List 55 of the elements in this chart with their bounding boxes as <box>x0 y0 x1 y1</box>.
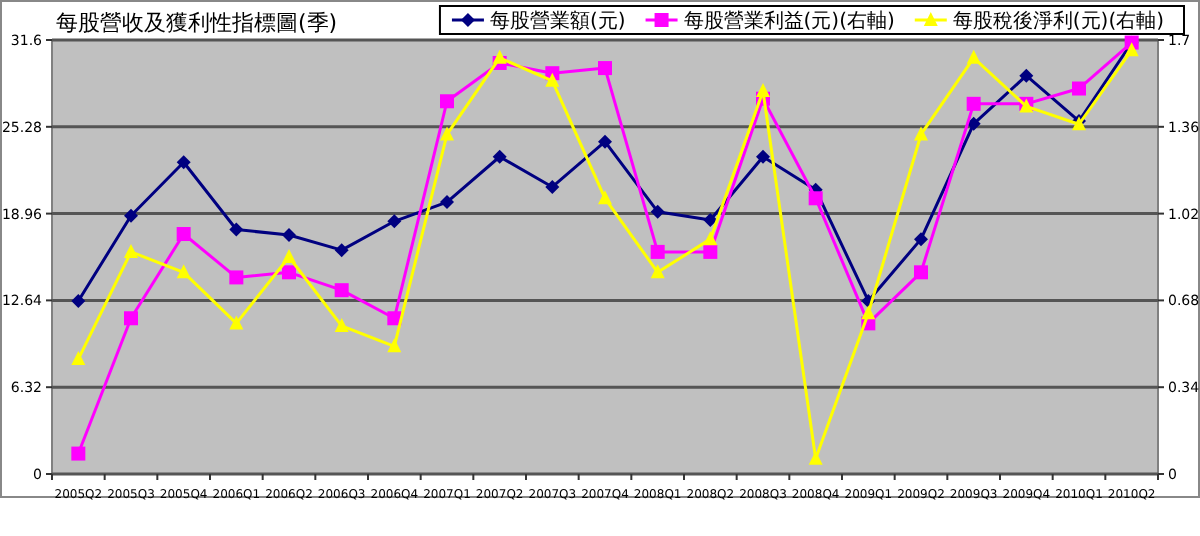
point <box>545 72 560 87</box>
point <box>966 116 981 131</box>
point <box>1124 42 1139 57</box>
point <box>650 204 665 219</box>
point <box>71 351 86 366</box>
point <box>440 94 454 109</box>
point <box>282 265 296 280</box>
point <box>703 212 718 227</box>
point <box>598 190 612 205</box>
point <box>914 232 928 247</box>
point <box>387 338 402 353</box>
point <box>703 231 718 246</box>
point <box>334 317 349 332</box>
point <box>229 315 244 330</box>
point <box>282 249 296 263</box>
legend-label: 每股營業額(元) <box>489 9 626 33</box>
point <box>440 195 454 210</box>
point <box>966 96 981 111</box>
point <box>176 264 191 279</box>
point <box>1019 68 1034 83</box>
point <box>229 222 244 237</box>
point <box>808 450 823 465</box>
point <box>124 243 138 258</box>
point <box>914 126 928 141</box>
point <box>966 49 981 64</box>
point <box>440 126 454 141</box>
point <box>650 244 665 259</box>
point <box>545 179 560 194</box>
point <box>756 149 770 164</box>
point <box>334 283 349 298</box>
point <box>176 227 191 242</box>
point <box>598 61 612 76</box>
point <box>282 228 296 243</box>
point <box>492 49 507 64</box>
point <box>71 293 86 308</box>
point <box>808 191 823 206</box>
point <box>176 155 191 170</box>
point <box>124 311 138 326</box>
point <box>756 83 770 98</box>
point <box>334 243 349 258</box>
point <box>650 264 665 279</box>
point <box>124 208 138 223</box>
legend-label: 每股營業利益(元)(右軸) <box>683 9 895 33</box>
legend-label: 每股稅後淨利(元)(右軸) <box>952 9 1165 33</box>
point <box>71 446 86 461</box>
point <box>914 265 928 280</box>
point <box>229 270 244 285</box>
chart-title: 每股營收及獲利性指標圖(季) <box>56 10 338 36</box>
point <box>703 244 718 259</box>
point <box>1072 81 1086 96</box>
point <box>492 149 507 164</box>
point <box>387 214 402 229</box>
point <box>387 311 402 326</box>
point <box>598 134 612 149</box>
point <box>861 305 876 320</box>
